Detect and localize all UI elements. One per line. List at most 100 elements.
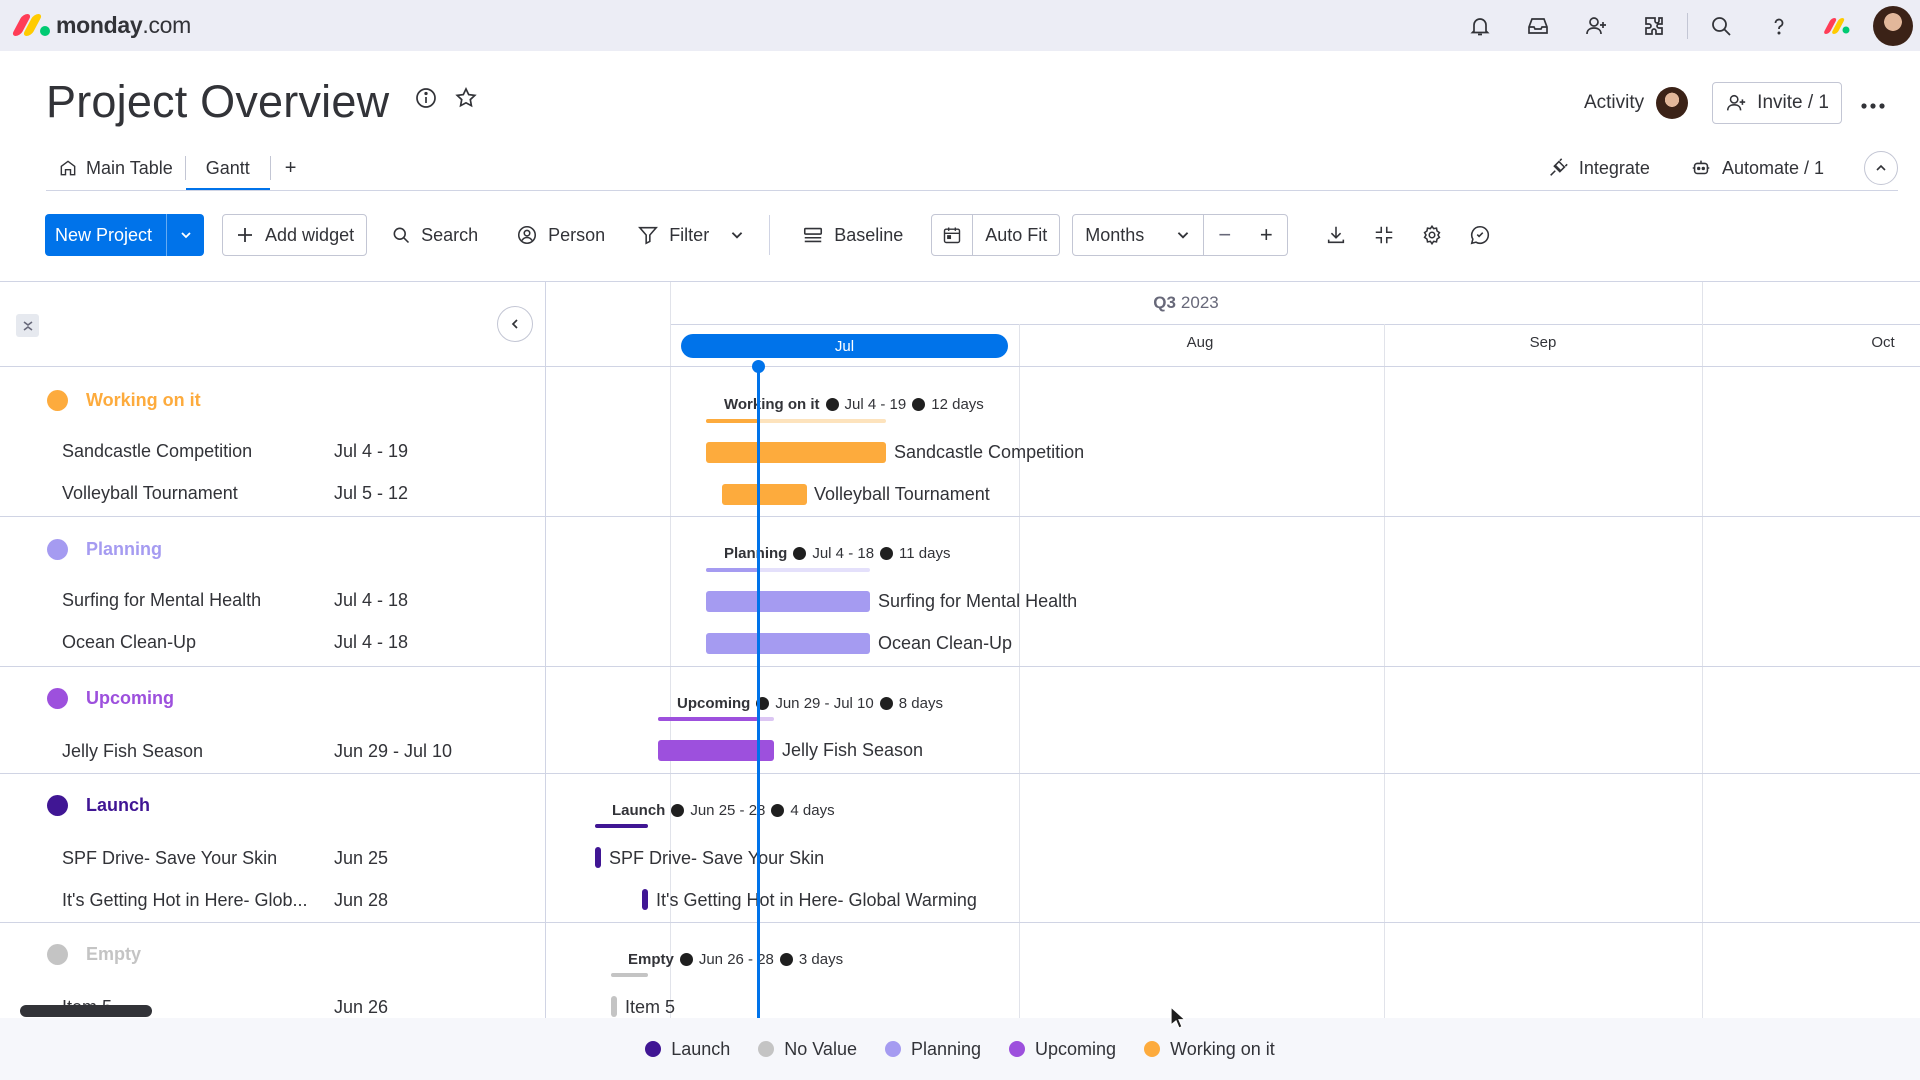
more-options-icon[interactable] bbox=[1860, 90, 1886, 116]
summary-duration: 12 days bbox=[931, 396, 984, 413]
item-name[interactable]: SPF Drive- Save Your Skin bbox=[62, 848, 278, 868]
item-name[interactable]: Volleyball Tournament bbox=[62, 483, 238, 503]
robot-icon bbox=[1692, 160, 1710, 175]
download-icon[interactable] bbox=[1312, 214, 1360, 256]
filter-label: Filter bbox=[669, 224, 710, 245]
activity-label: Activity bbox=[1583, 92, 1645, 113]
legend-label: Launch bbox=[671, 1038, 731, 1059]
activity-button[interactable]: Activity bbox=[1583, 87, 1689, 119]
gantt-milestone-bar[interactable] bbox=[611, 996, 617, 1017]
gantt-bar-label: Surfing for Mental Health bbox=[878, 591, 1078, 611]
gantt-milestone-bar[interactable] bbox=[642, 889, 648, 910]
legend-dot bbox=[645, 1041, 662, 1057]
group-summary-label: Upcoming Jun 29 - Jul 10 8 days bbox=[677, 695, 943, 712]
feedback-icon[interactable] bbox=[1456, 214, 1504, 256]
gantt-bar[interactable] bbox=[658, 740, 774, 761]
group-summary-line bbox=[611, 973, 648, 977]
gantt-bar[interactable] bbox=[722, 484, 807, 505]
logo-brand: monday bbox=[56, 11, 143, 38]
grid-line bbox=[1384, 324, 1385, 1018]
legend-item-upcoming: Upcoming bbox=[1009, 1039, 1116, 1060]
inbox-icon[interactable] bbox=[1509, 0, 1567, 51]
search-button[interactable]: Search bbox=[379, 214, 490, 256]
baseline-button[interactable]: Baseline bbox=[790, 214, 915, 256]
item-name[interactable]: Surfing for Mental Health bbox=[62, 590, 262, 610]
group-name-empty[interactable]: Empty bbox=[86, 944, 142, 964]
collapse-list-button[interactable] bbox=[497, 306, 533, 342]
logo-suffix: .com bbox=[142, 11, 192, 38]
tab-gantt[interactable]: Gantt bbox=[185, 146, 270, 191]
help-icon[interactable] bbox=[1750, 0, 1808, 51]
gantt-bar-label: Item 5 bbox=[625, 997, 676, 1017]
group-name-launch[interactable]: Launch bbox=[86, 795, 151, 815]
month-oct: Oct bbox=[1871, 334, 1895, 351]
group-divider bbox=[0, 922, 1920, 923]
legend-item-planning: Planning bbox=[884, 1039, 981, 1060]
search-icon[interactable] bbox=[1692, 0, 1750, 51]
zoom-in-button[interactable]: + bbox=[1259, 222, 1273, 247]
timeline-header-divider bbox=[0, 366, 1920, 367]
summary-duration: 4 days bbox=[790, 802, 835, 819]
monday-logo[interactable]: monday.com bbox=[11, 8, 192, 42]
auto-fit-control: Auto Fit bbox=[931, 214, 1061, 256]
apps-icon[interactable] bbox=[1625, 0, 1683, 51]
item-name[interactable]: It's Getting Hot in Here- Glob... bbox=[62, 890, 308, 910]
invite-members-icon[interactable] bbox=[1567, 0, 1625, 51]
summary-range: Jun 26 - 28 bbox=[698, 951, 774, 968]
info-icon[interactable] bbox=[414, 86, 438, 115]
gantt-bar[interactable] bbox=[706, 442, 886, 463]
new-project-button[interactable]: New Project bbox=[45, 214, 205, 256]
user-avatar[interactable] bbox=[1866, 0, 1920, 51]
filter-button[interactable]: Filter bbox=[625, 214, 757, 256]
settings-icon[interactable] bbox=[1408, 214, 1456, 256]
automate-button[interactable]: Automate / 1 bbox=[1690, 157, 1824, 179]
auto-fit-button[interactable]: Auto Fit bbox=[972, 215, 1059, 255]
group-name-planning[interactable]: Planning bbox=[86, 539, 162, 559]
year-label: 2023 bbox=[1180, 293, 1219, 312]
item-date: Jun 28 bbox=[334, 890, 389, 910]
calendar-icon[interactable] bbox=[932, 215, 972, 255]
summary-duration: 8 days bbox=[898, 695, 943, 712]
chevron-up-icon bbox=[1876, 164, 1886, 171]
new-project-dropdown[interactable] bbox=[166, 214, 204, 256]
tab-main-table[interactable]: Main Table bbox=[46, 146, 185, 190]
item-name[interactable]: Sandcastle Competition bbox=[62, 441, 253, 461]
collapse-all-groups-button[interactable] bbox=[16, 314, 39, 337]
legend-label: No Value bbox=[784, 1038, 857, 1059]
timescale-select[interactable]: Months bbox=[1073, 215, 1203, 255]
summary-duration: 3 days bbox=[798, 951, 844, 968]
month-aug: Aug bbox=[1186, 334, 1214, 351]
fullscreen-icon[interactable] bbox=[1360, 214, 1408, 256]
monday-apps-icon[interactable] bbox=[1808, 0, 1866, 51]
group-progress-line bbox=[706, 568, 758, 572]
item-name[interactable]: Ocean Clean-Up bbox=[62, 632, 197, 652]
legend-dot bbox=[1009, 1041, 1026, 1057]
search-icon bbox=[393, 227, 410, 244]
summary-duration: 11 days bbox=[899, 545, 951, 562]
group-name-upcoming[interactable]: Upcoming bbox=[86, 688, 174, 708]
integrate-button[interactable]: Integrate bbox=[1547, 157, 1650, 179]
summary-range: Jun 25 - 28 bbox=[690, 802, 766, 819]
horizontal-scrollbar[interactable] bbox=[20, 1005, 152, 1017]
add-view-button[interactable]: + bbox=[284, 156, 297, 179]
person-filter-button[interactable]: Person bbox=[504, 214, 617, 256]
add-widget-button[interactable]: Add widget bbox=[222, 214, 368, 256]
group-name-working-on-it[interactable]: Working on it bbox=[86, 390, 201, 410]
item-date: Jul 4 - 18 bbox=[334, 590, 409, 610]
chevron-down-icon bbox=[1178, 232, 1189, 239]
gantt-milestone-bar[interactable] bbox=[595, 847, 601, 868]
item-date: Jul 4 - 19 bbox=[334, 441, 409, 461]
chevron-down-icon[interactable] bbox=[729, 227, 745, 243]
invite-button[interactable]: Invite / 1 bbox=[1712, 82, 1842, 124]
item-name[interactable]: Jelly Fish Season bbox=[62, 741, 204, 761]
bell-icon[interactable] bbox=[1451, 0, 1509, 51]
gantt-bar[interactable] bbox=[706, 633, 870, 654]
today-marker-line bbox=[757, 366, 760, 1018]
summary-range: Jul 4 - 18 bbox=[812, 545, 875, 562]
zoom-out-button[interactable]: − bbox=[1203, 215, 1245, 255]
group-status-dot bbox=[47, 944, 68, 965]
gantt-bar[interactable] bbox=[706, 591, 870, 612]
collapse-header-button[interactable] bbox=[1864, 151, 1898, 185]
star-icon[interactable] bbox=[454, 86, 478, 115]
summary-group-name: Planning bbox=[724, 545, 788, 562]
